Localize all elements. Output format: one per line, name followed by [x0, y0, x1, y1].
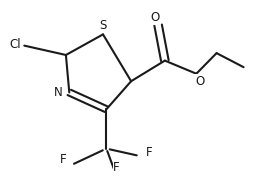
Text: F: F — [60, 153, 67, 166]
Text: S: S — [99, 19, 107, 32]
Text: O: O — [195, 75, 204, 88]
Text: Cl: Cl — [10, 38, 21, 51]
Text: N: N — [54, 86, 62, 99]
Text: F: F — [146, 146, 152, 159]
Text: F: F — [113, 161, 120, 174]
Text: O: O — [150, 11, 159, 24]
